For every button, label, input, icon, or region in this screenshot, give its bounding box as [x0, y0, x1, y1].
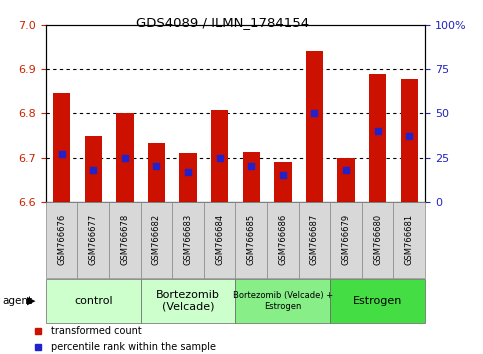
Bar	[330, 279, 425, 323]
Text: GSM766685: GSM766685	[247, 214, 256, 266]
Text: GSM766686: GSM766686	[278, 214, 287, 266]
Text: agent: agent	[2, 296, 32, 306]
Bar	[116, 113, 134, 202]
Bar	[204, 202, 236, 278]
Text: Bortezomib (Velcade) +
Estrogen: Bortezomib (Velcade) + Estrogen	[233, 291, 333, 310]
Bar	[274, 162, 292, 202]
Text: percentile rank within the sample: percentile rank within the sample	[51, 342, 216, 352]
Bar	[179, 153, 197, 202]
Text: transformed count: transformed count	[51, 326, 142, 336]
Bar	[109, 202, 141, 278]
Bar	[172, 202, 204, 278]
Text: GSM766682: GSM766682	[152, 214, 161, 266]
Text: control: control	[74, 296, 113, 306]
Bar	[400, 79, 418, 202]
Bar	[141, 202, 172, 278]
Bar	[46, 279, 141, 323]
Text: GSM766683: GSM766683	[184, 214, 193, 266]
Bar	[330, 202, 362, 278]
Bar	[236, 279, 330, 323]
Text: GSM766680: GSM766680	[373, 214, 382, 266]
Bar	[236, 202, 267, 278]
Text: GSM766676: GSM766676	[57, 214, 66, 266]
Bar	[46, 202, 77, 278]
Text: Bortezomib
(Velcade): Bortezomib (Velcade)	[156, 290, 220, 312]
Bar	[77, 202, 109, 278]
Bar	[369, 74, 386, 202]
Bar	[267, 202, 298, 278]
Bar	[298, 202, 330, 278]
Text: GSM766687: GSM766687	[310, 214, 319, 266]
Text: GDS4089 / ILMN_1784154: GDS4089 / ILMN_1784154	[136, 16, 309, 29]
Bar	[362, 202, 394, 278]
Text: GSM766678: GSM766678	[120, 214, 129, 266]
Text: GSM766677: GSM766677	[89, 214, 98, 266]
Bar	[211, 110, 228, 202]
Text: Estrogen: Estrogen	[353, 296, 402, 306]
Bar	[394, 202, 425, 278]
Text: GSM766684: GSM766684	[215, 214, 224, 266]
Bar	[242, 152, 260, 202]
Bar	[148, 143, 165, 202]
Text: GSM766681: GSM766681	[405, 214, 414, 266]
Bar	[337, 158, 355, 202]
Bar	[85, 136, 102, 202]
Bar	[306, 51, 323, 202]
Bar	[53, 93, 71, 202]
Bar	[141, 279, 236, 323]
Text: ▶: ▶	[27, 296, 35, 306]
Text: GSM766679: GSM766679	[341, 214, 351, 266]
